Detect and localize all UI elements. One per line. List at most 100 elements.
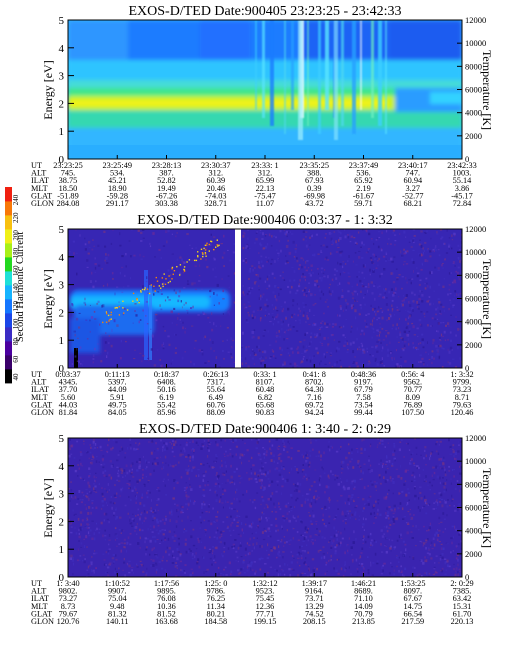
orbit-cell: 328.71	[204, 199, 227, 208]
orbit-row-label: GLON	[31, 199, 54, 208]
colorbar-tick-label: 180	[12, 247, 20, 258]
y2-tick-label: 0	[465, 363, 469, 373]
panel-3-heatmap	[68, 438, 462, 577]
panel-2-title: EXOS-D/TED Date:900406 0:03:37 - 1: 3:32	[137, 213, 392, 228]
y-tick-label: 4	[59, 252, 65, 264]
orbit-cell: 23:42:33	[447, 161, 477, 170]
panel-1-y2label: Temperature [K]	[480, 50, 494, 130]
orbit-row-label: ILAT	[31, 594, 49, 603]
orbit-cell: 388.	[307, 169, 322, 178]
colorbar-tick-label: 140	[12, 283, 20, 294]
orbit-row-label: ILAT	[31, 176, 49, 185]
colorbar-step	[5, 201, 12, 216]
orbit-cell: 37.70	[59, 385, 78, 394]
colorbar-tick-label: 200	[12, 230, 20, 241]
colorbar-ticks: 40 60 80 100 120 140 160 180 200 220 240	[12, 194, 20, 380]
panel-2-ylabel: Energy [eV]	[41, 269, 55, 328]
orbit-cell: 8.73	[61, 602, 76, 611]
y2-tick-label: 4000	[465, 108, 482, 118]
colorbar-tick-label: 60	[12, 355, 20, 363]
y-tick-label: 0	[59, 154, 65, 166]
orbit-cell: 38.75	[59, 176, 78, 185]
y-tick-label: 2	[59, 98, 65, 110]
orbit-row-label: MLT	[31, 602, 48, 611]
colorbar-step	[5, 257, 12, 272]
y2-tick-label: 0	[465, 572, 469, 582]
y-tick-label: 4	[59, 461, 65, 473]
orbit-cell: 534.	[110, 169, 125, 178]
y2-tick-label: 8000	[465, 479, 482, 489]
orbit-cell: -59.28	[107, 191, 128, 200]
orbit-cell: 184.58	[204, 617, 227, 626]
orbit-cell: 68.21	[403, 199, 422, 208]
orbit-cell: 18.90	[108, 184, 127, 193]
panel-1-orbit-table: UTALTILATMLTGLATGLON23:23:25745.38.7518.…	[31, 161, 477, 208]
orbit-cell: 0:11:13	[105, 370, 130, 379]
orbit-cell: 44.09	[108, 385, 127, 394]
orbit-cell: 1:46:21	[351, 579, 376, 588]
orbit-cell: 73.71	[305, 594, 324, 603]
colorbar-tick-label: 240	[12, 194, 20, 205]
orbit-cell: 7.58	[356, 393, 371, 402]
orbit-cell: 0:18:37	[154, 370, 179, 379]
y2-tick-label: 6000	[465, 503, 482, 513]
orbit-cell: 1:25: 0	[204, 579, 227, 588]
orbit-cell: -51.89	[57, 191, 78, 200]
orbit-cell: 44.03	[59, 400, 78, 409]
orbit-cell: 45.21	[108, 176, 127, 185]
orbit-cell: 1: 3:32	[450, 370, 473, 379]
y-tick-label: 1	[59, 335, 65, 347]
orbit-cell: 8107.	[256, 378, 275, 387]
y2-tick-label: 4000	[465, 526, 482, 536]
orbit-cell: 163.68	[155, 617, 178, 626]
orbit-row-label: UT	[31, 579, 42, 588]
panel-3-title: EXOS-D/TED Date:900406 1: 3:40 - 2: 0:29	[139, 422, 391, 437]
orbit-row-label: MLT	[31, 393, 48, 402]
orbit-cell: 59.71	[354, 199, 373, 208]
colorbar-step	[5, 285, 12, 300]
orbit-cell: 70.77	[403, 385, 422, 394]
orbit-cell: 9.48	[110, 602, 125, 611]
colorbar: 40 60 80 100 120 140 160 180 200 220 240 Second Ha…	[5, 187, 26, 384]
colorbar-step	[5, 229, 12, 244]
orbit-cell: 85.96	[157, 408, 176, 417]
y-tick-label: 5	[59, 15, 65, 27]
orbit-cell: 22.13	[256, 184, 275, 193]
y2-tick-label: 10000	[465, 456, 486, 466]
orbit-cell: 73.54	[354, 400, 374, 409]
panel-2-heatmap	[68, 229, 462, 368]
orbit-cell: 1:53:25	[400, 579, 425, 588]
orbit-cell: 6.82	[258, 393, 273, 402]
colorbar-step	[5, 355, 12, 370]
y2-tick-label: 8000	[465, 61, 482, 71]
y-tick-label: 2	[59, 307, 65, 319]
orbit-cell: 0:41: 8	[303, 370, 326, 379]
colorbar-step	[5, 271, 12, 286]
orbit-row-label: ILAT	[31, 385, 49, 394]
orbit-cell: -61.67	[353, 191, 374, 200]
orbit-cell: 20.46	[206, 184, 225, 193]
orbit-cell: 536.	[356, 169, 371, 178]
y-tick-label: 1	[59, 126, 65, 138]
orbit-cell: 67.67	[403, 594, 422, 603]
panel-1-title: EXOS-D/TED Date:900405 23:23:25 - 23:42:…	[129, 4, 402, 19]
orbit-cell: 1: 3:40	[56, 579, 79, 588]
colorbar-tick-label: 220	[12, 212, 20, 223]
orbit-cell: 55.42	[157, 400, 176, 409]
orbit-cell: 9895.	[157, 587, 176, 596]
orbit-row-label: ALT	[31, 378, 46, 387]
y2-tick-label: 4000	[465, 317, 482, 327]
orbit-cell: 70.79	[354, 609, 373, 618]
orbit-cell: 9786.	[206, 587, 225, 596]
orbit-cell: 72.84	[453, 199, 473, 208]
orbit-cell: -67.26	[156, 191, 177, 200]
orbit-row-label: GLON	[31, 617, 54, 626]
orbit-cell: 23:30:37	[201, 161, 231, 170]
orbit-cell: 60.94	[403, 176, 423, 185]
orbit-row-label: GLAT	[31, 400, 52, 409]
orbit-row-label: UT	[31, 370, 42, 379]
orbit-cell: 50.16	[157, 385, 176, 394]
orbit-cell: 8.71	[455, 393, 470, 402]
colorbar-tick-label: 40	[12, 373, 20, 381]
